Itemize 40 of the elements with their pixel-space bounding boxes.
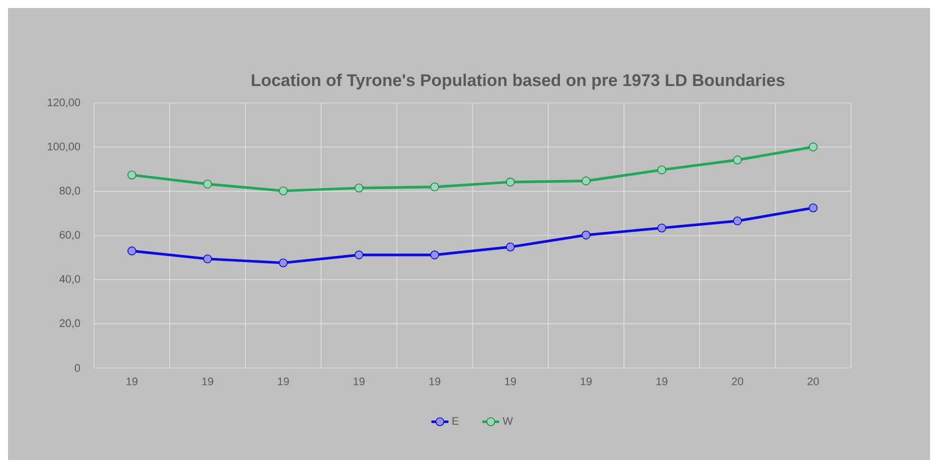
point: [733, 156, 742, 164]
x-tick-label: 19: [278, 378, 289, 386]
y-tick-label: 40,0: [59, 275, 80, 284]
x-tick-label: 19: [354, 378, 365, 386]
point: [657, 224, 666, 232]
point: [808, 203, 818, 212]
legend-label: E: [452, 417, 459, 425]
point: [506, 242, 515, 252]
x-tick-label: 19: [656, 378, 668, 386]
point: [127, 246, 136, 256]
point: [733, 216, 742, 226]
x-tick-label: 20: [808, 378, 819, 386]
point: [582, 176, 590, 186]
point: [354, 184, 364, 192]
point: [354, 250, 364, 260]
x-tick-label: 19: [580, 378, 592, 386]
x-tick-label: 20: [732, 378, 744, 386]
y-tick-label: 0: [74, 364, 80, 372]
point: [657, 165, 666, 174]
y-tick-label: 60,0: [60, 230, 80, 240]
point: [506, 178, 515, 186]
point: [278, 258, 288, 268]
legend-label: W: [502, 417, 513, 425]
point: [203, 254, 212, 264]
point: [430, 250, 440, 260]
x-tick-label: 19: [202, 378, 214, 386]
x-tick-label: 19: [126, 378, 138, 386]
point: [203, 180, 212, 188]
point: [808, 142, 818, 152]
y-tick-label: 80,0: [60, 186, 80, 196]
point: [127, 170, 136, 180]
point: [430, 182, 440, 192]
point: [582, 230, 590, 240]
x-tick-label: 19: [429, 378, 440, 386]
y-tick-label: 120,00: [48, 98, 80, 108]
point: [278, 186, 288, 196]
y-tick-label: 20,0: [60, 319, 80, 328]
x-tick-label: 19: [505, 378, 516, 386]
y-tick-label: 100,00: [48, 142, 80, 152]
chart-title: Location of Tyrone's Population based on pre 1973 LD Boundaries: [252, 74, 784, 90]
